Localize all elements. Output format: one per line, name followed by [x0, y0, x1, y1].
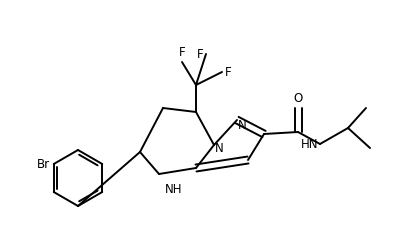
- Text: Br: Br: [37, 158, 50, 170]
- Text: O: O: [293, 92, 303, 105]
- Text: N: N: [215, 142, 224, 155]
- Text: NH: NH: [165, 183, 183, 196]
- Text: N: N: [238, 119, 247, 132]
- Text: F: F: [179, 46, 185, 59]
- Text: HN: HN: [300, 138, 318, 150]
- Text: F: F: [196, 48, 203, 60]
- Text: F: F: [225, 65, 232, 79]
